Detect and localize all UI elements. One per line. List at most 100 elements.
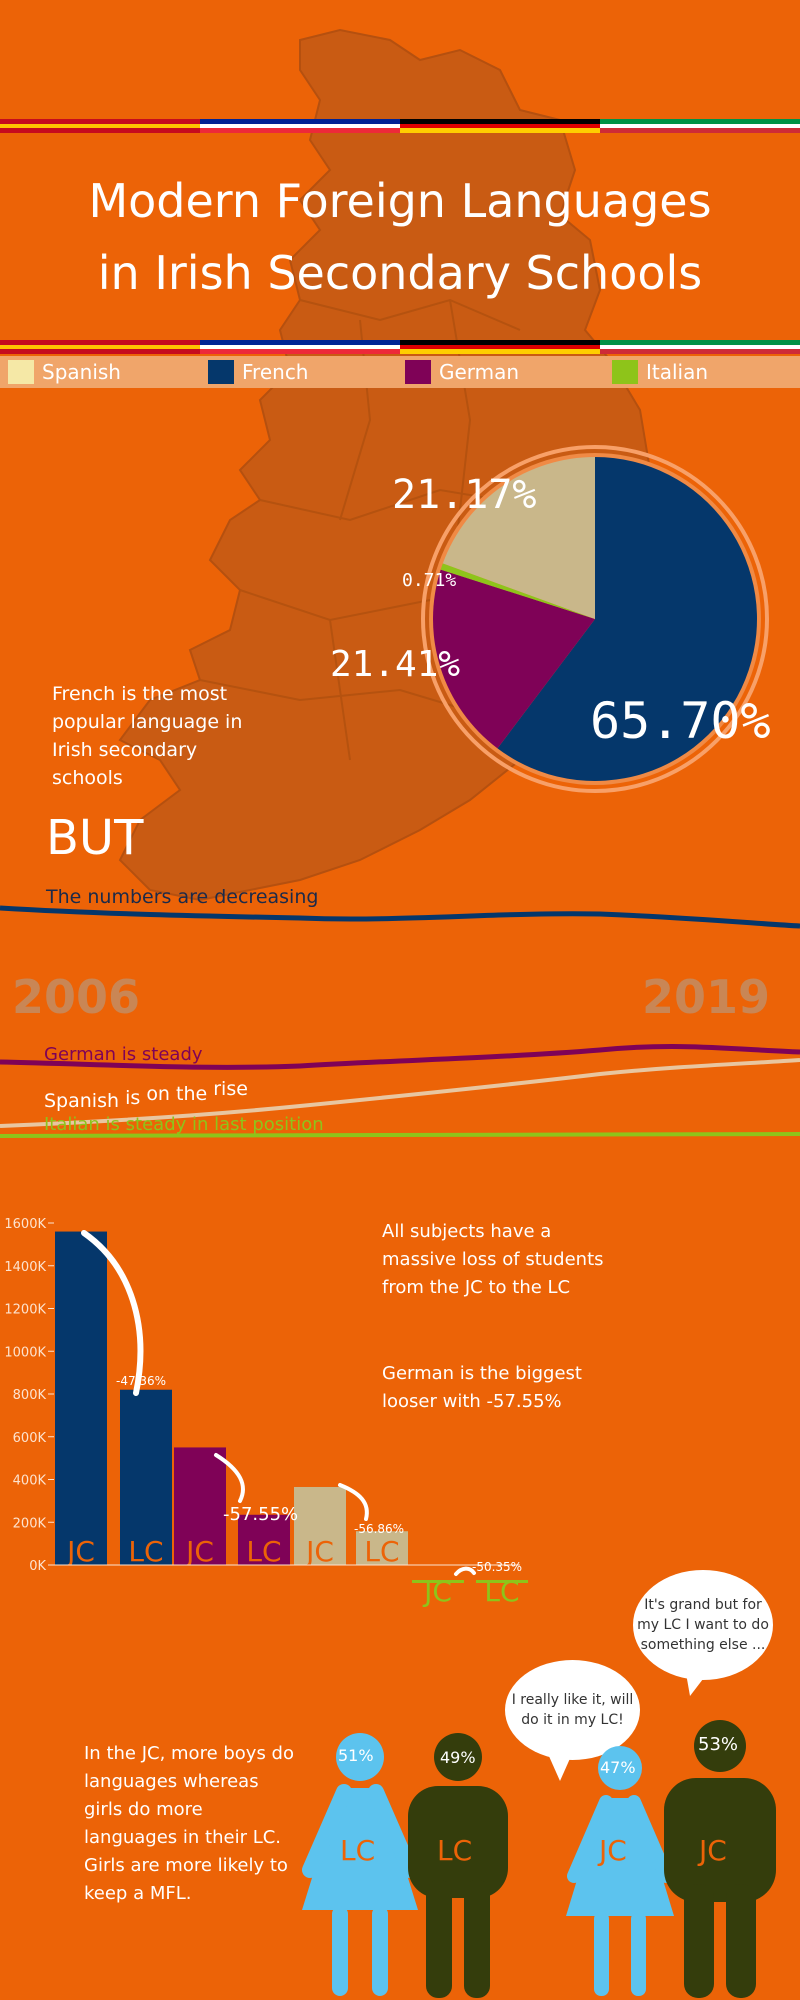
pie-label-german: 21.41% xyxy=(330,644,461,685)
bar-level-label: LC xyxy=(128,1535,163,1568)
bar-german-jc xyxy=(174,1447,226,1565)
lc-male-label: LC xyxy=(437,1834,473,1867)
jc-male-percent: 53% xyxy=(698,1734,739,1755)
german-loser-text: German is the biggest looser with -57.55… xyxy=(382,1363,582,1412)
flag-bar-bottom xyxy=(0,340,800,355)
bar-level-label: JC xyxy=(304,1535,334,1568)
bar-italian-jc xyxy=(412,1580,464,1583)
italian-flag-stripe xyxy=(600,119,800,134)
figure-female-lc xyxy=(302,1733,418,1996)
italian-steady-text: Italian is steady in last position xyxy=(44,1114,324,1135)
y-tick-label: 400K xyxy=(13,1474,47,1489)
french-flag-stripe xyxy=(200,340,400,355)
y-tick-label: 1600K xyxy=(4,1217,46,1232)
bar-level-label: LC xyxy=(484,1575,519,1608)
german-flag-stripe xyxy=(400,340,600,355)
spanish-trend-line xyxy=(0,1058,800,1128)
but-text: BUT xyxy=(46,810,144,866)
decreasing-text: The numbers are decreasing xyxy=(46,886,319,908)
pie-label-italian: 0.71% xyxy=(402,570,457,591)
trend-lines xyxy=(0,905,800,1138)
flag-bar-top xyxy=(0,119,800,134)
jc-male-label: JC xyxy=(699,1834,727,1867)
drop-arrow xyxy=(454,1566,476,1576)
pie-label-spanish: 21.17% xyxy=(392,472,537,518)
german-trend-line xyxy=(0,1044,800,1070)
y-tick-label: 0K xyxy=(29,1559,46,1574)
pie-ring-outer xyxy=(421,445,769,793)
spanish-flag-stripe xyxy=(0,340,200,355)
legend-label: French xyxy=(242,360,309,384)
jc-female-percent: 47% xyxy=(600,1758,636,1777)
figure-male-lc xyxy=(408,1733,508,1998)
bubble-tail-male xyxy=(684,1662,716,1696)
loss-text: All subjects have a massive loss of stud… xyxy=(382,1221,604,1298)
legend: Spanish French German Italian xyxy=(0,356,800,388)
y-tick-label: 1000K xyxy=(4,1345,46,1360)
page-title: Modern Foreign Languages in Irish Second… xyxy=(88,174,712,300)
legend-item-spanish: Spanish xyxy=(8,360,121,384)
bar-spanish-jc xyxy=(294,1486,346,1565)
legend-swatch xyxy=(8,360,34,384)
drop-percent-label: -57.55% xyxy=(223,1504,298,1525)
figure-male-jc xyxy=(664,1720,776,1998)
bar-level-label: JC xyxy=(422,1575,452,1608)
french-flag-stripe xyxy=(200,119,400,134)
jc-female-label: JC xyxy=(599,1834,627,1867)
legend-label: Italian xyxy=(646,360,709,384)
y-tick-label: 600K xyxy=(13,1431,47,1446)
legend-item-italian: Italian xyxy=(612,360,708,384)
year-end: 2019 xyxy=(642,970,771,1024)
legend-swatch xyxy=(208,360,234,384)
bar-chart: 1600K 1400K 1200K 1000K 800K 600K 400K 200K 0K JC… xyxy=(4,1217,528,1608)
legend-label: German xyxy=(439,360,520,384)
bar-level-label: LC xyxy=(364,1535,399,1568)
spanish-rise-text: Spanish is on the rise xyxy=(44,1078,248,1112)
legend-label: Spanish xyxy=(42,360,121,384)
y-tick-label: 800K xyxy=(13,1388,47,1403)
lc-male-percent: 49% xyxy=(440,1748,476,1767)
french-popular-text: French is the most popular language in I… xyxy=(52,683,243,789)
drop-percent-label: -50.35% xyxy=(472,1560,522,1574)
pie-label-french: 65.70% xyxy=(590,692,771,750)
german-flag-stripe xyxy=(400,119,600,134)
legend-swatch xyxy=(612,360,638,384)
bar-level-label: LC xyxy=(246,1535,281,1568)
gender-text: In the JC, more boys do languages wherea… xyxy=(84,1743,294,1904)
bar-french-lc xyxy=(120,1389,172,1565)
bar-level-label: JC xyxy=(184,1535,214,1568)
speech-bubble-male: It's grand but for my LC I want to do so… xyxy=(633,1570,773,1680)
y-tick-label: 200K xyxy=(13,1516,47,1531)
gender-figures xyxy=(302,1720,776,1998)
drop-arrow xyxy=(81,1230,144,1396)
pie-slice-spanish xyxy=(442,457,595,619)
pie-chart xyxy=(421,445,769,793)
legend-swatch xyxy=(405,360,431,384)
pie-slice-german xyxy=(433,569,595,749)
figure-female-jc xyxy=(566,1746,674,1996)
drop-arrow xyxy=(214,1453,245,1503)
legend-item-german: German xyxy=(405,360,519,384)
drop-percent-label: -56.86% xyxy=(354,1522,404,1536)
pie-slice-french xyxy=(497,457,757,781)
lc-female-percent: 51% xyxy=(338,1746,374,1765)
italian-flag-stripe xyxy=(600,340,800,355)
legend-item-french: French xyxy=(208,360,308,384)
bar-level-label: JC xyxy=(65,1535,95,1568)
drop-arrow xyxy=(338,1483,369,1521)
bar-italian-lc xyxy=(476,1580,528,1583)
year-start: 2006 xyxy=(12,970,141,1024)
y-tick-label: 1200K xyxy=(4,1303,46,1318)
italian-trend-line xyxy=(0,1132,800,1138)
y-tick-label: 1400K xyxy=(4,1260,46,1275)
bar-german-lc xyxy=(238,1514,290,1565)
french-trend-line xyxy=(0,905,800,929)
bar-french-jc xyxy=(55,1231,107,1565)
german-steady-text: German is steady xyxy=(44,1044,203,1065)
bar-spanish-lc xyxy=(356,1531,408,1565)
pie-slice-italian xyxy=(440,563,595,619)
lc-female-label: LC xyxy=(340,1834,376,1867)
bubble-tail-female xyxy=(544,1745,576,1781)
drop-percent-label: -47.36% xyxy=(116,1374,166,1388)
spanish-flag-stripe xyxy=(0,119,200,134)
